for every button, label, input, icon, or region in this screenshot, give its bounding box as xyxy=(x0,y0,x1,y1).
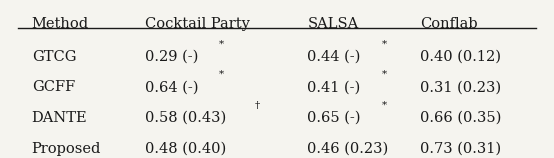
Text: 0.41 (-): 0.41 (-) xyxy=(307,80,365,94)
Text: 0.73 (0.31): 0.73 (0.31) xyxy=(420,142,501,156)
Text: *: * xyxy=(382,39,387,48)
Text: 0.65 (-): 0.65 (-) xyxy=(307,111,366,125)
Text: *: * xyxy=(382,101,387,110)
Text: Method: Method xyxy=(32,17,89,31)
Text: *: * xyxy=(219,70,224,79)
Text: 0.29 (-): 0.29 (-) xyxy=(145,50,203,64)
Text: 0.44 (-): 0.44 (-) xyxy=(307,50,365,64)
Text: 0.58 (0.43): 0.58 (0.43) xyxy=(145,111,230,125)
Text: †: † xyxy=(255,101,260,110)
Text: *: * xyxy=(382,70,387,79)
Text: *: * xyxy=(219,39,224,48)
Text: 0.48 (0.40): 0.48 (0.40) xyxy=(145,142,226,156)
Text: Proposed: Proposed xyxy=(32,142,101,156)
Text: Cocktail Party: Cocktail Party xyxy=(145,17,250,31)
Text: GCFF: GCFF xyxy=(32,80,75,94)
Text: GTCG: GTCG xyxy=(32,50,76,64)
Text: 0.31 (0.23): 0.31 (0.23) xyxy=(420,80,501,94)
Text: SALSA: SALSA xyxy=(307,17,358,31)
Text: DANTE: DANTE xyxy=(32,111,88,125)
Text: 0.64 (-): 0.64 (-) xyxy=(145,80,203,94)
Text: 0.66 (0.35): 0.66 (0.35) xyxy=(420,111,502,125)
Text: 0.46 (0.23): 0.46 (0.23) xyxy=(307,142,388,156)
Text: 0.40 (0.12): 0.40 (0.12) xyxy=(420,50,501,64)
Text: Conflab: Conflab xyxy=(420,17,478,31)
